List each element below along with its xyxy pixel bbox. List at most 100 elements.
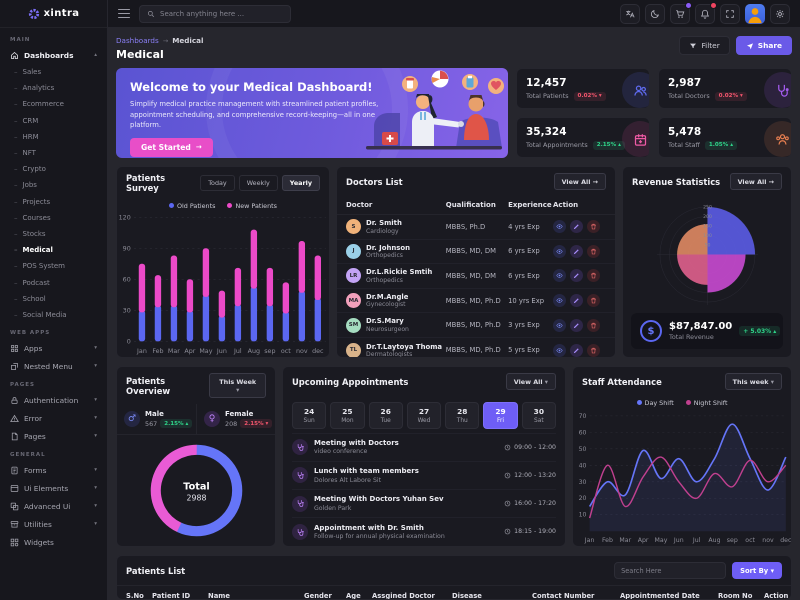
day-pill-28[interactable]: 28 Thu bbox=[445, 402, 480, 429]
welcome-banner: Welcome to your Medical Dashboard! Simpl… bbox=[116, 68, 508, 158]
sidebar-item-crm[interactable]: CRM bbox=[14, 113, 98, 129]
search-input[interactable] bbox=[160, 9, 283, 18]
sidebar-item-courses[interactable]: Courses bbox=[14, 210, 98, 226]
edit-button[interactable] bbox=[570, 318, 583, 332]
survey-tab-yearly[interactable]: Yearly bbox=[281, 175, 320, 191]
sidebar-item-medical[interactable]: Medical bbox=[14, 242, 98, 258]
share-button[interactable]: Share bbox=[735, 36, 792, 55]
moon-button[interactable] bbox=[645, 3, 665, 24]
female-icon: ♀ bbox=[204, 411, 220, 427]
appointment-item[interactable]: Appointment with Dr. Smith Follow-up for… bbox=[292, 517, 556, 545]
appointments-list: Meeting with Doctors video conference 09… bbox=[283, 432, 565, 547]
edit-button[interactable] bbox=[570, 269, 583, 283]
view-button[interactable] bbox=[553, 220, 566, 234]
appointment-item[interactable]: Lunch with team members Dolores Alt Labo… bbox=[292, 460, 556, 489]
expand-button[interactable] bbox=[720, 3, 740, 24]
patients-search[interactable] bbox=[614, 562, 727, 579]
sidebar-item-apps[interactable]: Apps ▾ bbox=[9, 339, 98, 357]
search-icon bbox=[147, 10, 155, 18]
sidebar-item-stocks[interactable]: Stocks bbox=[14, 226, 98, 242]
revenue-view-all-button[interactable]: View All bbox=[729, 173, 782, 190]
revenue-title: Revenue Statistics bbox=[632, 176, 721, 187]
doctor-row[interactable]: TL Dr.T.Laytoya Thoma Dermatologists MBB… bbox=[337, 338, 615, 357]
doctor-row[interactable]: MA Dr.M.Angle Gynecologist MBBS, MD, Ph.… bbox=[337, 289, 615, 314]
doctor-row[interactable]: S Dr. Smith Cardiology MBBS, Ph.D 4 yrs … bbox=[337, 215, 615, 240]
appointment-title: Appointment with Dr. Smith bbox=[314, 523, 424, 532]
sidebar-item-nested-menu[interactable]: Nested Menu ▾ bbox=[9, 357, 98, 375]
patients-col-contact-number: Contact Number bbox=[532, 592, 595, 600]
delete-button[interactable] bbox=[587, 220, 600, 234]
sidebar-item-social-media[interactable]: Social Media bbox=[14, 307, 98, 323]
sidebar-item-school[interactable]: School bbox=[14, 291, 98, 307]
cart-button[interactable] bbox=[670, 1, 692, 24]
sidebar-item-sales[interactable]: Sales bbox=[14, 64, 98, 80]
brand-logo[interactable]: xintra bbox=[0, 0, 107, 28]
sidebar-item-utilities[interactable]: Utilities ▾ bbox=[9, 515, 98, 533]
day-pill-30[interactable]: 30 Sat bbox=[521, 402, 556, 429]
survey-tab-today[interactable]: Today bbox=[200, 175, 235, 191]
overview-period-dropdown[interactable]: This Week bbox=[209, 373, 266, 398]
edit-button[interactable] bbox=[570, 343, 583, 357]
day-pill-29[interactable]: 29 Fri bbox=[483, 402, 518, 429]
delete-button[interactable] bbox=[587, 269, 600, 283]
delete-button[interactable] bbox=[587, 343, 600, 357]
day-pill-25[interactable]: 25 Mon bbox=[330, 402, 365, 429]
view-button[interactable] bbox=[553, 343, 566, 357]
day-pill-26[interactable]: 26 Tue bbox=[368, 402, 403, 429]
sidebar-item-forms[interactable]: Forms ▾ bbox=[9, 461, 98, 479]
day-pill-24[interactable]: 24 Sun bbox=[292, 402, 327, 429]
view-button[interactable] bbox=[553, 294, 566, 308]
get-started-button[interactable]: Get Started bbox=[130, 137, 213, 157]
sidebar-item-analytics[interactable]: Analytics bbox=[14, 80, 98, 96]
svg-text:sep: sep bbox=[727, 537, 738, 544]
gear-button[interactable] bbox=[770, 3, 790, 24]
sidebar-item-ecommerce[interactable]: Ecommerce bbox=[14, 96, 98, 112]
doctor-row[interactable]: LR Dr.L.Rickie Smtih Orthopedics MBBS, M… bbox=[337, 264, 615, 289]
sidebar-item-podcast[interactable]: Podcast bbox=[14, 274, 98, 290]
patients-search-input[interactable] bbox=[621, 566, 720, 575]
filter-button[interactable]: Filter bbox=[679, 36, 730, 55]
survey-tab-weekly[interactable]: Weekly bbox=[238, 175, 278, 191]
bell-button[interactable] bbox=[695, 1, 717, 24]
appointment-subtitle: video conference bbox=[314, 448, 368, 456]
user-avatar[interactable] bbox=[745, 3, 765, 24]
appointment-item[interactable]: Meeting With Doctors Yuhan Sev Golden Pa… bbox=[292, 489, 556, 517]
doctors-view-all-button[interactable]: View All bbox=[553, 173, 606, 190]
sidebar-item-crypto[interactable]: Crypto bbox=[14, 161, 98, 177]
global-search[interactable] bbox=[139, 4, 291, 23]
sidebar-item-error[interactable]: Error ▾ bbox=[9, 409, 98, 427]
view-button[interactable] bbox=[553, 269, 566, 283]
edit-button[interactable] bbox=[570, 220, 583, 234]
day-pill-27[interactable]: 27 Wed bbox=[406, 402, 442, 429]
welcome-description: Simplify medical practice management wit… bbox=[130, 100, 379, 130]
doctor-row[interactable]: SM Dr.S.Mary Neurosurgeon MBBS, MD, Ph.D… bbox=[337, 313, 615, 338]
staff-period-dropdown[interactable]: This week bbox=[724, 373, 782, 390]
sidebar-item-advanced-ui[interactable]: Advanced Ui ▾ bbox=[9, 497, 98, 515]
menu-toggle-icon[interactable] bbox=[118, 8, 130, 19]
appointments-view-all-button[interactable]: View All bbox=[505, 373, 556, 390]
appointment-item[interactable]: Meeting with Doctors video conference 09… bbox=[292, 432, 556, 461]
sidebar-item-pos-system[interactable]: POS System bbox=[14, 258, 98, 274]
sidebar-item-dashboards[interactable]: Dashboards ▴ bbox=[9, 46, 98, 64]
view-button[interactable] bbox=[553, 318, 566, 332]
language-button[interactable] bbox=[620, 3, 640, 24]
delete-button[interactable] bbox=[587, 318, 600, 332]
doctor-row[interactable]: J Dr. Johnson Orthopedics MBBS, MD, DM 6… bbox=[337, 240, 615, 265]
sidebar-item-nft[interactable]: NFT bbox=[14, 145, 98, 161]
eye-icon bbox=[556, 322, 563, 329]
sidebar-item-hrm[interactable]: HRM bbox=[14, 129, 98, 145]
svg-text:nov: nov bbox=[762, 537, 774, 544]
sidebar-item-authentication[interactable]: Authentication ▾ bbox=[9, 391, 98, 409]
sidebar-item-projects[interactable]: Projects bbox=[14, 194, 98, 210]
sort-by-button[interactable]: Sort By bbox=[732, 562, 782, 579]
sidebar-item-pages[interactable]: Pages ▾ bbox=[9, 427, 98, 445]
sidebar-item-jobs[interactable]: Jobs bbox=[14, 177, 98, 193]
edit-button[interactable] bbox=[570, 294, 583, 308]
delete-button[interactable] bbox=[587, 294, 600, 308]
sidebar-item-widgets[interactable]: Widgets bbox=[9, 533, 98, 551]
delete-button[interactable] bbox=[587, 244, 600, 258]
sidebar-item-ui-elements[interactable]: Ui Elements ▾ bbox=[9, 479, 98, 497]
view-button[interactable] bbox=[553, 244, 566, 258]
breadcrumb-dashboards[interactable]: Dashboards bbox=[116, 36, 172, 45]
edit-button[interactable] bbox=[570, 244, 583, 258]
